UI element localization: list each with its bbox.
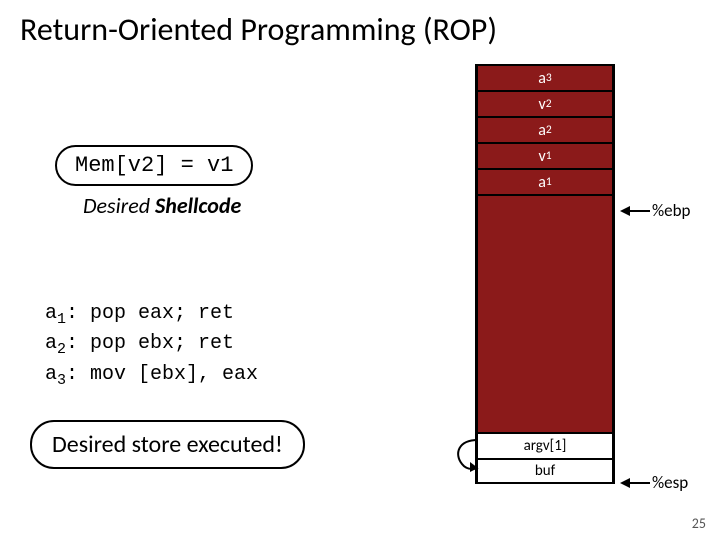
- esp-label: %esp: [652, 472, 688, 493]
- arrow-left-icon: [620, 204, 650, 218]
- page-number: 25: [692, 515, 706, 532]
- stack-argv: argv[1]: [478, 432, 612, 458]
- stack-cell: a3: [478, 64, 612, 90]
- ebp-label: %ebp: [652, 200, 690, 221]
- shellcode-code: Mem[v2] = v1: [75, 153, 233, 178]
- stack-diagram: a3 v2 a2 v1 a1 argv[1] buf: [475, 64, 615, 484]
- stack-cell: v2: [478, 90, 612, 116]
- stack-cell: v1: [478, 142, 612, 168]
- gadget-code: a1: pop eax; ret a2: pop ebx; ret a3: mo…: [45, 300, 258, 391]
- result-region: Desired store executed!: [30, 420, 305, 469]
- shellcode-caption: Desired Shellcode: [83, 192, 355, 219]
- stack-buf: buf: [478, 458, 612, 484]
- loop-arrow-icon: [448, 432, 488, 476]
- result-pill: Desired store executed!: [30, 420, 305, 469]
- result-text: Desired store executed!: [52, 430, 283, 459]
- stack-cell: a1: [478, 168, 612, 194]
- arrow-left-icon: [620, 476, 650, 490]
- ebp-pointer: %ebp: [620, 200, 690, 221]
- shellcode-region: Mem[v2] = v1 Desired Shellcode: [55, 145, 355, 219]
- esp-pointer: %esp: [620, 472, 688, 493]
- shellcode-caption-italic: Shellcode: [155, 192, 241, 219]
- shellcode-caption-prefix: Desired: [83, 192, 155, 219]
- stack-cell: a2: [478, 116, 612, 142]
- stack-filler: [478, 194, 612, 432]
- slide-title: Return-Oriented Programming (ROP): [20, 10, 700, 49]
- shellcode-pill: Mem[v2] = v1: [55, 145, 253, 186]
